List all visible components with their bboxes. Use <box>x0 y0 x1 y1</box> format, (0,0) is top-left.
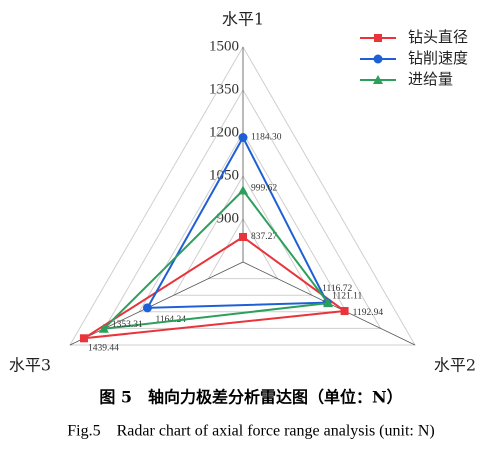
legend-label: 钻头直径 <box>408 28 468 46</box>
value-label: 999.62 <box>251 184 277 194</box>
value-label: 1164.24 <box>155 315 186 325</box>
axis-line <box>69 261 244 346</box>
data-point <box>98 323 109 333</box>
data-point <box>340 307 349 316</box>
legend-label: 钻削速度 <box>408 49 468 67</box>
r-tick-label: 900 <box>217 210 240 226</box>
data-point <box>142 303 152 313</box>
value-label: 837.27 <box>251 232 277 242</box>
grid-line <box>138 132 348 313</box>
axis-label: 水平3 <box>9 356 51 375</box>
value-label: 1439.44 <box>88 343 119 353</box>
series-line <box>83 235 348 340</box>
chart-subtitle: Fig.5 Radar chart of axial force range a… <box>67 423 434 440</box>
data-point <box>238 133 248 143</box>
axis-label: 水平1 <box>222 10 264 29</box>
series-line <box>101 188 330 331</box>
value-label: 1116.72 <box>322 284 352 294</box>
data-point <box>239 232 247 241</box>
data-point <box>374 34 382 42</box>
r-tick-label: 1500 <box>209 38 239 54</box>
legend-label: 进给量 <box>408 70 453 88</box>
data-point <box>79 334 88 343</box>
chart-title: 图 5 轴向力极差分析雷达图（单位：N） <box>99 388 402 407</box>
value-label: 1121.11 <box>332 291 362 301</box>
value-label: 1353.31 <box>112 320 143 330</box>
value-label: 1192.94 <box>353 308 384 318</box>
r-tick-label: 1350 <box>209 81 239 97</box>
value-label: 1184.30 <box>251 133 282 143</box>
data-point <box>238 185 248 195</box>
series-line <box>145 135 329 309</box>
data-point <box>373 75 383 84</box>
grid-line <box>103 89 382 329</box>
r-tick-label: 1200 <box>209 124 239 140</box>
axis-label: 水平2 <box>434 356 476 375</box>
grid-line <box>69 46 416 346</box>
data-point <box>323 298 334 308</box>
data-point <box>373 54 383 64</box>
